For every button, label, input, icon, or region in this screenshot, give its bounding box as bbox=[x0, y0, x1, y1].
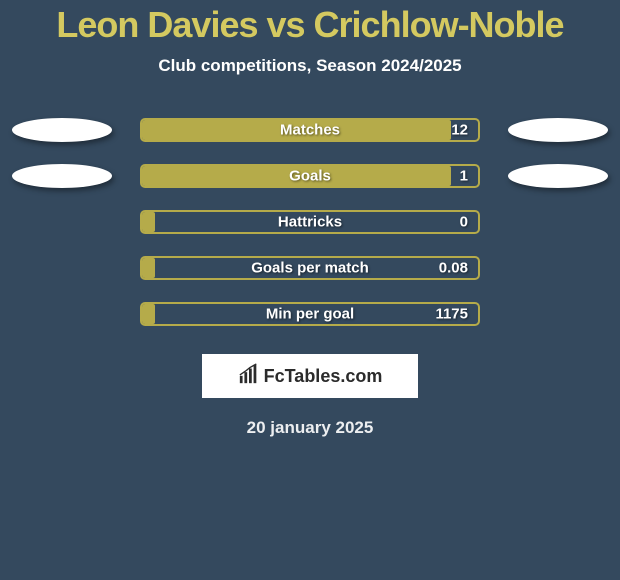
footer-date: 20 january 2025 bbox=[0, 418, 620, 438]
player-right-marker bbox=[508, 164, 608, 188]
stat-value: 1 bbox=[460, 168, 468, 185]
stat-row: Goals per match 0.08 bbox=[0, 256, 620, 280]
player-right-marker bbox=[508, 118, 608, 142]
stat-value: 12 bbox=[451, 122, 468, 139]
brand-badge: FcTables.com bbox=[202, 354, 418, 398]
stat-value: 0.08 bbox=[439, 260, 468, 277]
brand-name: FcTables.com bbox=[264, 366, 383, 387]
stat-row: Matches 12 bbox=[0, 118, 620, 142]
stat-bar: Hattricks 0 bbox=[140, 210, 480, 234]
stat-bar: Matches 12 bbox=[140, 118, 480, 142]
page-title: Leon Davies vs Crichlow-Noble bbox=[0, 4, 620, 46]
brand-chart-icon bbox=[238, 363, 260, 390]
player-left-marker bbox=[12, 164, 112, 188]
stat-bar-fill bbox=[142, 258, 155, 278]
stat-bar: Goals per match 0.08 bbox=[140, 256, 480, 280]
stat-row: Min per goal 1175 bbox=[0, 302, 620, 326]
stat-label: Min per goal bbox=[266, 306, 354, 323]
comparison-card: Leon Davies vs Crichlow-Noble Club compe… bbox=[0, 0, 620, 438]
stat-label: Goals per match bbox=[251, 260, 369, 277]
stat-label: Goals bbox=[289, 168, 331, 185]
stat-label: Hattricks bbox=[278, 214, 342, 231]
stat-bar: Min per goal 1175 bbox=[140, 302, 480, 326]
stat-row: Goals 1 bbox=[0, 164, 620, 188]
stat-bar-fill bbox=[142, 212, 155, 232]
page-subtitle: Club competitions, Season 2024/2025 bbox=[0, 56, 620, 76]
stats-list: Matches 12 Goals 1 Hattricks 0 Goals per match… bbox=[0, 118, 620, 326]
player-left-marker bbox=[12, 118, 112, 142]
stat-value: 0 bbox=[460, 214, 468, 231]
stat-row: Hattricks 0 bbox=[0, 210, 620, 234]
stat-bar: Goals 1 bbox=[140, 164, 480, 188]
stat-bar-fill bbox=[142, 304, 155, 324]
stat-label: Matches bbox=[280, 122, 340, 139]
stat-value: 1175 bbox=[435, 306, 468, 323]
